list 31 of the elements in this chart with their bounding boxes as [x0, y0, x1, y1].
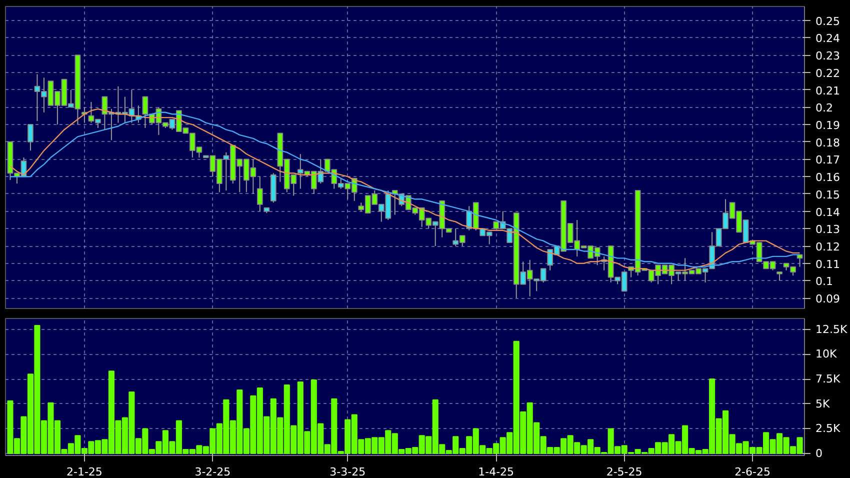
y-tick-label: 0.17 — [816, 154, 840, 167]
y-tick-label: 0.13 — [816, 223, 840, 236]
x-tick-label: 3-3-25 — [330, 466, 366, 478]
y-tick-label: 0.12 — [816, 240, 840, 254]
y-tick-label: 0 — [816, 447, 822, 460]
y-tick-label: 0.2 — [816, 102, 833, 115]
y-tick-label: 0.18 — [816, 136, 840, 150]
y-tick-label: 0.21 — [816, 84, 840, 98]
x-tick-label: 2-6-25 — [734, 466, 771, 478]
y-tick-label: 0.11 — [816, 258, 840, 271]
y-tick-label: 5K — [816, 397, 830, 410]
y-tick-label: 0.19 — [816, 119, 840, 132]
y-tick-label: 0.24 — [816, 32, 840, 46]
y-tick-label: 7.5K — [816, 372, 841, 386]
y-tick-label: 0.1 — [816, 275, 833, 288]
x-tick-label: 1-4-25 — [478, 466, 514, 478]
candlestick — [28, 124, 34, 152]
candlestick — [256, 176, 263, 212]
y-tick-label: 0.15 — [816, 188, 840, 202]
y-tick-label: 12.5K — [816, 322, 848, 336]
y-tick-label: 0.23 — [816, 50, 840, 63]
y-tick-label: 0.22 — [816, 66, 840, 80]
x-tick-label: 2-1-25 — [66, 466, 102, 478]
x-tick-label: 2-5-25 — [606, 466, 642, 478]
x-tick-label: 3-2-25 — [194, 466, 231, 478]
y-tick-label: 10K — [816, 348, 838, 361]
y-tick-label: 0.14 — [816, 206, 840, 219]
y-tick-label: 0.09 — [816, 292, 840, 306]
y-tick-label: 2.5K — [816, 422, 841, 436]
y-tick-label: 0.25 — [816, 14, 840, 28]
y-tick-label: 0.16 — [816, 171, 840, 184]
